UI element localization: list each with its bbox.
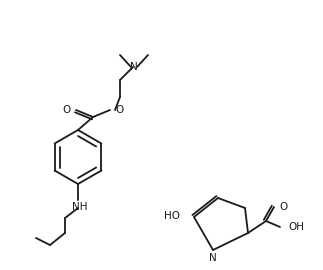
Text: O: O xyxy=(115,105,123,115)
Text: N: N xyxy=(130,62,138,72)
Text: O: O xyxy=(63,105,71,115)
Text: NH: NH xyxy=(72,202,88,212)
Text: O: O xyxy=(279,202,287,212)
Text: N: N xyxy=(209,253,217,263)
Text: OH: OH xyxy=(288,222,304,232)
Text: HO: HO xyxy=(164,211,180,221)
